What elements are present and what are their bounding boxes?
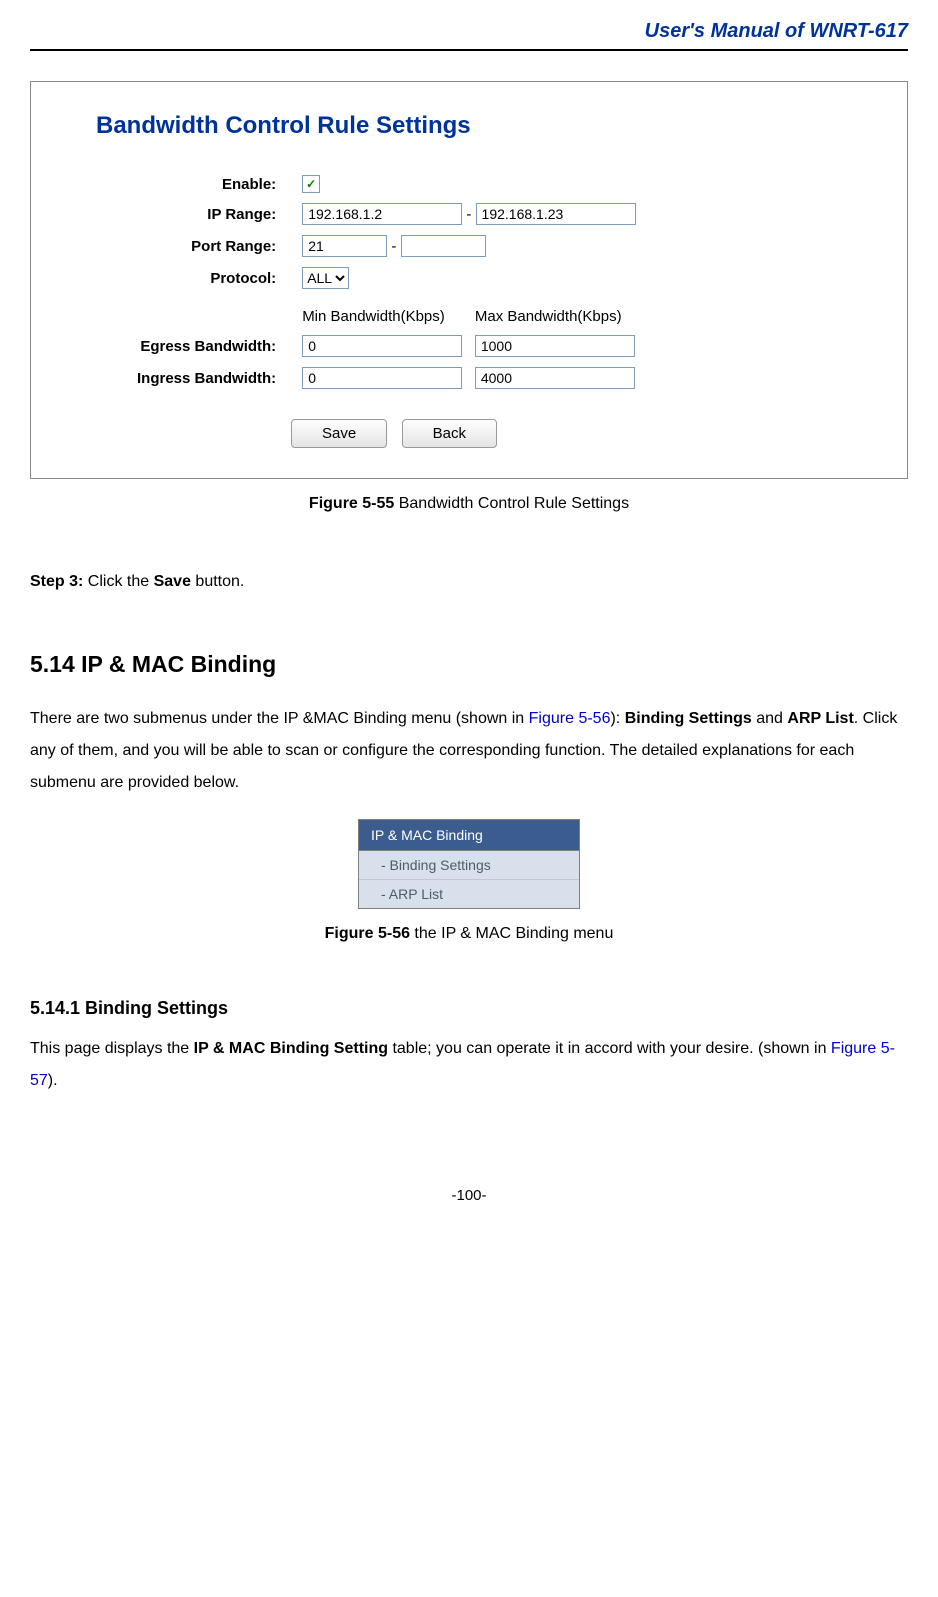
section-5-14-para: There are two submenus under the IP &MAC… [30, 703, 908, 799]
section-5-14-1-para: This page displays the IP & MAC Binding … [30, 1033, 908, 1097]
step-3-bold: Save [154, 573, 191, 590]
menu-item-arp-list[interactable]: - ARP List [359, 880, 579, 908]
step-3-label: Step 3: [30, 573, 83, 590]
label-enable: Enable: [131, 170, 296, 198]
save-button[interactable]: Save [291, 419, 387, 448]
ingress-max-input[interactable] [475, 367, 635, 389]
menu-item-binding-settings[interactable]: - Binding Settings [359, 851, 579, 880]
link-figure-5-56[interactable]: Figure 5-56 [529, 710, 611, 727]
sub-t2: table; you can operate it in accord with… [388, 1040, 831, 1057]
step-3-pre: Click the [83, 573, 153, 590]
enable-checkbox[interactable]: ✓ [302, 175, 320, 193]
section-5-14-heading: 5.14 IP & MAC Binding [30, 651, 908, 678]
label-protocol: Protocol: [131, 262, 296, 294]
figure-56-caption: Figure 5-56 the IP & MAC Binding menu [30, 925, 908, 943]
figure-56-text: the IP & MAC Binding menu [410, 925, 613, 942]
sub-b1: IP & MAC Binding Setting [194, 1040, 388, 1057]
label-ingress: Ingress Bandwidth: [131, 362, 296, 394]
protocol-select[interactable]: ALL [302, 267, 349, 289]
settings-form: Enable: ✓ IP Range: - Port Range: - [131, 170, 642, 394]
page-number: -100- [30, 1187, 908, 1204]
figure-56-label: Figure 5-56 [325, 925, 410, 942]
menu-header: IP & MAC Binding [359, 820, 579, 851]
figure-55-text: Bandwidth Control Rule Settings [394, 495, 629, 512]
para-t2: ): [610, 710, 624, 727]
ingress-min-input[interactable] [302, 367, 462, 389]
figure-bandwidth-settings: Bandwidth Control Rule Settings Enable: … [30, 81, 908, 479]
egress-min-input[interactable] [302, 335, 462, 357]
doc-header: User's Manual of WNRT-617 [30, 20, 908, 51]
menu-figure: IP & MAC Binding - Binding Settings - AR… [358, 819, 580, 909]
port-end-input[interactable] [401, 235, 486, 257]
port-start-input[interactable] [302, 235, 387, 257]
ip-end-input[interactable] [476, 203, 636, 225]
egress-max-input[interactable] [475, 335, 635, 357]
label-ip-range: IP Range: [131, 198, 296, 230]
para-b1: Binding Settings [625, 710, 752, 727]
back-button[interactable]: Back [402, 419, 497, 448]
sub-t1: This page displays the [30, 1040, 194, 1057]
col-max-bw: Max Bandwidth(Kbps) [469, 294, 642, 330]
para-b2: ARP List [787, 710, 853, 727]
figure-55-label: Figure 5-55 [309, 495, 394, 512]
col-min-bw: Min Bandwidth(Kbps) [296, 294, 469, 330]
step-3: Step 3: Click the Save button. [30, 573, 908, 591]
label-egress: Egress Bandwidth: [131, 330, 296, 362]
figure-55-caption: Figure 5-55 Bandwidth Control Rule Setti… [30, 495, 908, 513]
step-3-post: button. [191, 573, 244, 590]
dash-separator: - [466, 206, 471, 223]
para-t1: There are two submenus under the IP &MAC… [30, 710, 529, 727]
ip-start-input[interactable] [302, 203, 462, 225]
settings-title: Bandwidth Control Rule Settings [96, 112, 867, 140]
para-t3: and [752, 710, 788, 727]
dash-separator: - [391, 238, 396, 255]
sub-t3: ). [48, 1072, 58, 1089]
section-5-14-1-heading: 5.14.1 Binding Settings [30, 998, 908, 1019]
label-port-range: Port Range: [131, 230, 296, 262]
